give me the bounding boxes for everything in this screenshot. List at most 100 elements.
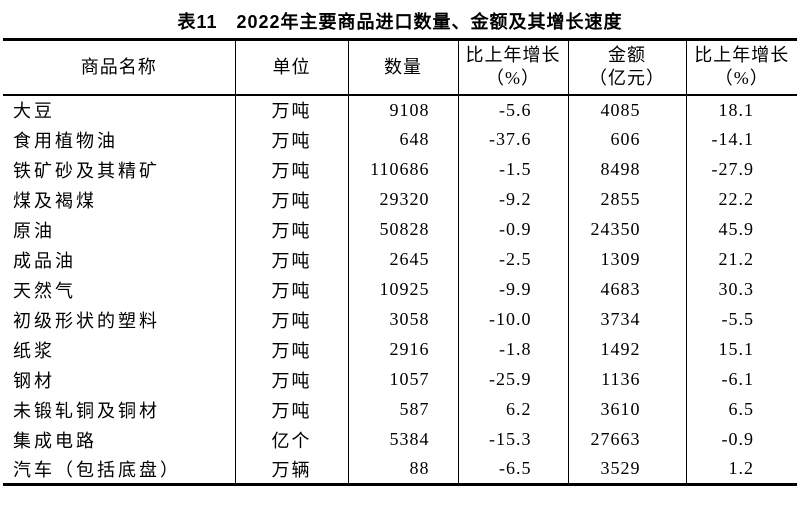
- table-row: 煤及褐煤 万吨 29320 -9.2 2855 22.2: [3, 184, 797, 215]
- table-row: 纸浆 万吨 2916 -1.8 1492 15.1: [3, 334, 797, 365]
- quantity-growth-value: -9.9: [457, 274, 568, 305]
- commodity-name: 纸浆: [13, 340, 55, 361]
- amount-growth-value: 30.3: [685, 274, 797, 305]
- amount-growth-value: 45.9: [685, 214, 797, 245]
- commodity-name: 大豆: [13, 101, 55, 121]
- amount-growth-value: -5.5: [685, 304, 797, 335]
- amount-value: 27663: [567, 424, 686, 455]
- amount-value: 1492: [567, 334, 686, 365]
- commodity-name: 钢材: [13, 370, 55, 391]
- import-commodities-table: 商品名称 单位 数量 比上年增长 （%） 金额 （亿元）: [3, 38, 797, 486]
- table-header: 商品名称 单位 数量 比上年增长 （%） 金额 （亿元）: [3, 39, 797, 96]
- amount-value: 1309: [567, 244, 686, 275]
- amount-value: 4085: [567, 94, 686, 125]
- unit-value: 万吨: [234, 244, 348, 275]
- header-text: 比上年增长: [465, 45, 561, 66]
- amount-value: 3610: [567, 394, 686, 425]
- quantity-value: 2916: [347, 334, 458, 365]
- amount-value: 2855: [567, 184, 686, 215]
- amount-growth-value: -14.1: [685, 124, 797, 155]
- header-text: 比上年增长: [694, 45, 790, 66]
- col-header-commodity: 商品名称: [3, 39, 235, 96]
- unit-value: 万吨: [234, 94, 348, 125]
- table-row: 未锻轧铜及铜材 万吨 587 6.2 3610 6.5: [3, 394, 797, 425]
- table-row: 大豆 万吨 9108 -5.6 4085 18.1: [3, 94, 797, 125]
- quantity-value: 5384: [347, 424, 458, 455]
- header-text: 商品名称: [80, 56, 157, 77]
- quantity-growth-value: -9.2: [457, 184, 568, 215]
- unit-value: 万辆: [234, 454, 348, 485]
- header-row: 商品名称 单位 数量 比上年增长 （%） 金额 （亿元）: [3, 39, 797, 96]
- table-row: 初级形状的塑料 万吨 3058 -10.0 3734 -5.5: [3, 304, 797, 335]
- quantity-value: 1057: [347, 364, 458, 395]
- table-row: 汽车（包括底盘） 万辆 88 -6.5 3529 1.2: [3, 454, 797, 485]
- commodity-name: 集成电路: [13, 430, 97, 451]
- amount-growth-value: 1.2: [685, 454, 797, 485]
- col-header-amount: 金额 （亿元）: [567, 39, 686, 96]
- commodity-name: 煤及褐煤: [13, 190, 97, 211]
- amount-growth-value: -0.9: [685, 424, 797, 455]
- amount-growth-value: 15.1: [685, 334, 797, 365]
- amount-value: 24350: [567, 214, 686, 245]
- unit-value: 万吨: [234, 214, 348, 245]
- unit-value: 亿个: [234, 424, 348, 455]
- header-text-line2: （%）: [486, 68, 540, 89]
- quantity-growth-value: -1.8: [457, 334, 568, 365]
- unit-value: 万吨: [234, 154, 348, 185]
- col-header-amount-growth: 比上年增长 （%）: [685, 39, 797, 96]
- col-header-unit: 单位: [234, 39, 348, 96]
- quantity-value: 9108: [347, 94, 458, 125]
- table-title: 表11 2022年主要商品进口数量、金额及其增长速度: [177, 12, 623, 32]
- unit-value: 万吨: [234, 394, 348, 425]
- quantity-value: 3058: [347, 304, 458, 335]
- quantity-value: 10925: [347, 274, 458, 305]
- quantity-value: 2645: [347, 244, 458, 275]
- table-row: 钢材 万吨 1057 -25.9 1136 -6.1: [3, 364, 797, 395]
- commodity-name: 初级形状的塑料: [13, 310, 160, 331]
- table-body: 大豆 万吨 9108 -5.6 4085 18.1 食用植物油 万吨 648 -…: [3, 94, 797, 485]
- amount-value: 606: [567, 124, 686, 155]
- amount-growth-value: -27.9: [685, 154, 797, 185]
- quantity-growth-value: -10.0: [457, 304, 568, 335]
- table-row: 原油 万吨 50828 -0.9 24350 45.9: [3, 214, 797, 245]
- commodity-name: 天然气: [13, 280, 76, 301]
- amount-value: 1136: [567, 364, 686, 395]
- quantity-growth-value: -1.5: [457, 154, 568, 185]
- quantity-growth-value: -0.9: [457, 214, 568, 245]
- commodity-name: 食用植物油: [13, 130, 118, 151]
- quantity-growth-value: -37.6: [457, 124, 568, 155]
- commodity-name: 原油: [13, 220, 55, 241]
- unit-value: 万吨: [234, 334, 348, 365]
- commodity-name: 铁矿砂及其精矿: [13, 160, 160, 181]
- amount-growth-value: 21.2: [685, 244, 797, 275]
- table-row: 集成电路 亿个 5384 -15.3 27663 -0.9: [3, 424, 797, 455]
- header-text: 金额: [608, 45, 646, 66]
- quantity-value: 88: [347, 454, 458, 485]
- table-row: 食用植物油 万吨 648 -37.6 606 -14.1: [3, 124, 797, 155]
- quantity-value: 648: [347, 124, 458, 155]
- header-text-line2: （亿元）: [589, 68, 665, 89]
- unit-value: 万吨: [234, 304, 348, 335]
- amount-growth-value: 22.2: [685, 184, 797, 215]
- quantity-value: 29320: [347, 184, 458, 215]
- header-text-line2: （%）: [714, 68, 769, 89]
- unit-value: 万吨: [234, 184, 348, 215]
- unit-value: 万吨: [234, 274, 348, 305]
- amount-growth-value: 6.5: [685, 394, 797, 425]
- commodity-name: 成品油: [13, 250, 76, 271]
- table-row: 天然气 万吨 10925 -9.9 4683 30.3: [3, 274, 797, 305]
- amount-value: 8498: [567, 154, 686, 185]
- amount-growth-value: 18.1: [685, 94, 797, 125]
- quantity-growth-value: -6.5: [457, 454, 568, 485]
- quantity-value: 50828: [347, 214, 458, 245]
- quantity-growth-value: -25.9: [457, 364, 568, 395]
- table-row: 铁矿砂及其精矿 万吨 110686 -1.5 8498 -27.9: [3, 154, 797, 185]
- quantity-value: 587: [347, 394, 458, 425]
- amount-value: 3529: [567, 454, 686, 485]
- quantity-growth-value: -5.6: [457, 94, 568, 125]
- unit-value: 万吨: [234, 124, 348, 155]
- col-header-quantity: 数量: [347, 39, 458, 96]
- amount-value: 4683: [567, 274, 686, 305]
- quantity-growth-value: -15.3: [457, 424, 568, 455]
- amount-growth-value: -6.1: [685, 364, 797, 395]
